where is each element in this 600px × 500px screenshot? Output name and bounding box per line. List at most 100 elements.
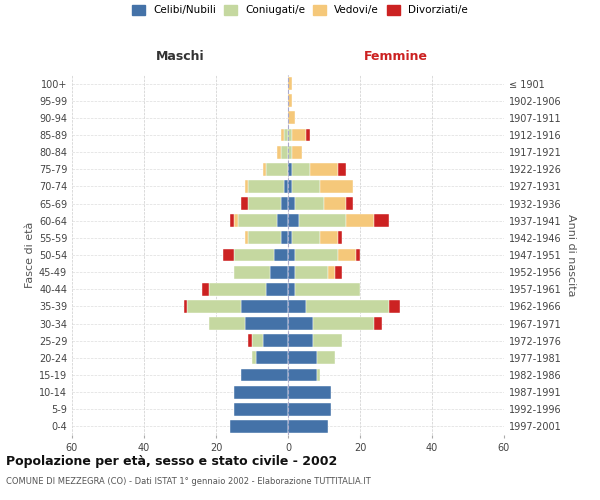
Bar [202,283,209,296]
Bar [284,128,288,141]
Y-axis label: Anni di nascita: Anni di nascita [566,214,576,296]
Bar [184,300,187,313]
Bar [389,300,400,313]
Bar [292,128,306,141]
Bar [274,248,288,262]
Bar [317,368,320,382]
Bar [299,214,346,227]
Bar [277,214,288,227]
Bar [223,248,234,262]
Bar [187,300,241,313]
Bar [263,334,288,347]
Bar [288,146,292,158]
Bar [252,352,256,364]
Bar [374,214,389,227]
Bar [313,334,342,347]
Bar [234,386,288,398]
Text: Popolazione per età, sesso e stato civile - 2002: Popolazione per età, sesso e stato civil… [6,455,337,468]
Bar [270,266,288,278]
Bar [281,128,284,141]
Bar [288,317,313,330]
Bar [288,368,317,382]
Bar [288,94,292,107]
Bar [295,248,338,262]
Bar [234,266,270,278]
Bar [374,317,382,330]
Bar [292,180,320,193]
Bar [288,112,295,124]
Bar [288,386,331,398]
Bar [263,163,266,175]
Bar [317,352,335,364]
Text: COMUNE DI MEZZEGRA (CO) - Dati ISTAT 1° gennaio 2002 - Elaborazione TUTTITALIA.I: COMUNE DI MEZZEGRA (CO) - Dati ISTAT 1° … [6,478,371,486]
Bar [338,248,356,262]
Bar [292,146,302,158]
Bar [288,197,295,210]
Text: Maschi: Maschi [155,50,205,62]
Bar [288,248,295,262]
Bar [238,214,277,227]
Bar [356,248,360,262]
Bar [338,232,342,244]
Bar [338,163,346,175]
Bar [281,146,288,158]
Bar [292,163,310,175]
Bar [288,77,292,90]
Bar [295,197,324,210]
Bar [248,334,252,347]
Bar [295,283,360,296]
Bar [241,300,288,313]
Bar [335,266,342,278]
Bar [288,300,306,313]
Bar [266,283,288,296]
Bar [288,420,328,433]
Bar [306,128,310,141]
Bar [324,197,346,210]
Bar [288,352,317,364]
Bar [266,163,288,175]
Bar [281,197,288,210]
Bar [288,283,295,296]
Bar [248,180,284,193]
Bar [230,214,234,227]
Bar [288,266,295,278]
Bar [288,180,292,193]
Bar [277,146,281,158]
Bar [288,334,313,347]
Bar [281,232,288,244]
Bar [288,214,299,227]
Y-axis label: Fasce di età: Fasce di età [25,222,35,288]
Bar [295,266,328,278]
Bar [320,232,338,244]
Bar [284,180,288,193]
Bar [234,248,274,262]
Bar [288,128,292,141]
Bar [252,334,263,347]
Bar [346,214,374,227]
Bar [292,232,320,244]
Bar [248,197,281,210]
Bar [209,317,245,330]
Bar [310,163,338,175]
Bar [346,197,353,210]
Bar [288,403,331,415]
Bar [230,420,288,433]
Bar [306,300,389,313]
Bar [234,403,288,415]
Bar [234,214,238,227]
Bar [288,163,292,175]
Bar [241,368,288,382]
Bar [209,283,266,296]
Bar [245,180,248,193]
Bar [248,232,281,244]
Bar [288,232,292,244]
Bar [241,197,248,210]
Bar [320,180,353,193]
Legend: Celibi/Nubili, Coniugati/e, Vedovi/e, Divorziati/e: Celibi/Nubili, Coniugati/e, Vedovi/e, Di… [132,5,468,15]
Bar [328,266,335,278]
Bar [245,317,288,330]
Text: Femmine: Femmine [364,50,428,62]
Bar [313,317,374,330]
Bar [256,352,288,364]
Bar [245,232,248,244]
